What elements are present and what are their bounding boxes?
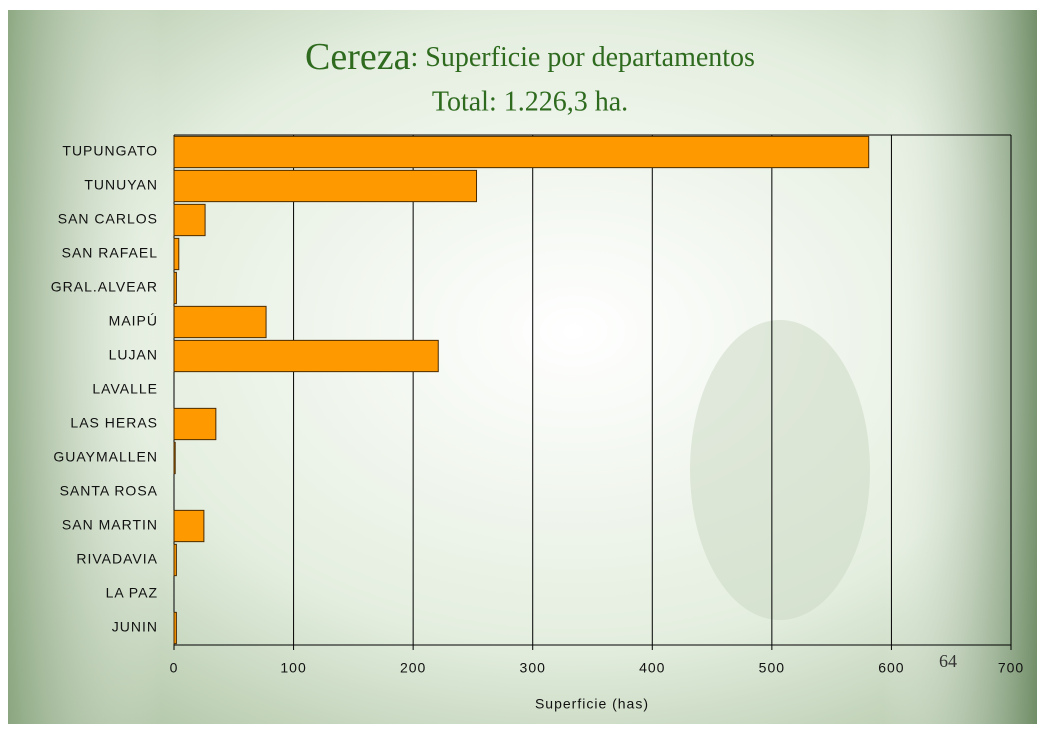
title-text: : Superficie por departamentos bbox=[411, 42, 755, 73]
x-tick-label: 700 bbox=[998, 660, 1024, 676]
bar bbox=[173, 509, 205, 543]
page-number: 64 bbox=[939, 651, 957, 671]
bar bbox=[173, 169, 478, 203]
x-tick-label: 100 bbox=[280, 660, 306, 676]
title-highlight: Cereza bbox=[305, 36, 411, 78]
bar bbox=[173, 441, 176, 475]
y-tick-label: LA PAZ bbox=[106, 585, 158, 601]
y-tick-label: TUNUYAN bbox=[84, 177, 158, 193]
bar bbox=[173, 271, 177, 305]
y-tick-label: SAN RAFAEL bbox=[62, 245, 158, 261]
y-tick-label: TUPUNGATO bbox=[62, 143, 158, 159]
bar bbox=[173, 237, 180, 271]
chart-subtitle: Total: 1.226,3 ha. bbox=[432, 86, 628, 117]
plot: 0 100 200 300 400 500 600 700 TUPUNGATO TUNUYAN SA… bbox=[51, 134, 1024, 676]
bar bbox=[173, 203, 206, 237]
x-tick-label: 400 bbox=[639, 660, 665, 676]
x-tick-label: 200 bbox=[400, 660, 426, 676]
x-axis-label: Superficie (has) bbox=[535, 696, 649, 712]
y-tick-label: JUNIN bbox=[112, 619, 158, 635]
decor bbox=[690, 320, 870, 620]
y-tick-label: GUAYMALLEN bbox=[53, 449, 158, 465]
y-tick-label: GRAL.ALVEAR bbox=[51, 279, 158, 295]
bar bbox=[173, 543, 177, 577]
bar bbox=[173, 339, 439, 373]
chart-title: Cereza: Superficie por departamentos bbox=[305, 36, 755, 78]
x-tick-label: 0 bbox=[170, 660, 179, 676]
x-tick-label: 500 bbox=[759, 660, 785, 676]
y-tick-label: SAN CARLOS bbox=[58, 211, 158, 227]
x-tick-label: 300 bbox=[520, 660, 546, 676]
y-tick-label: SAN MARTIN bbox=[62, 517, 158, 533]
y-tick-label: RIVADAVIA bbox=[76, 551, 158, 567]
y-tick-label: MAIPÚ bbox=[109, 313, 158, 329]
bar bbox=[173, 407, 217, 441]
bar bbox=[173, 305, 267, 339]
bar bbox=[173, 611, 177, 645]
y-tick-label: LAVALLE bbox=[92, 381, 158, 397]
bar bbox=[173, 135, 870, 169]
y-tick-label: LAS HERAS bbox=[70, 415, 158, 431]
y-tick-label: SANTA ROSA bbox=[60, 483, 158, 499]
y-tick-label: LUJAN bbox=[109, 347, 158, 363]
x-tick-label: 600 bbox=[878, 660, 904, 676]
